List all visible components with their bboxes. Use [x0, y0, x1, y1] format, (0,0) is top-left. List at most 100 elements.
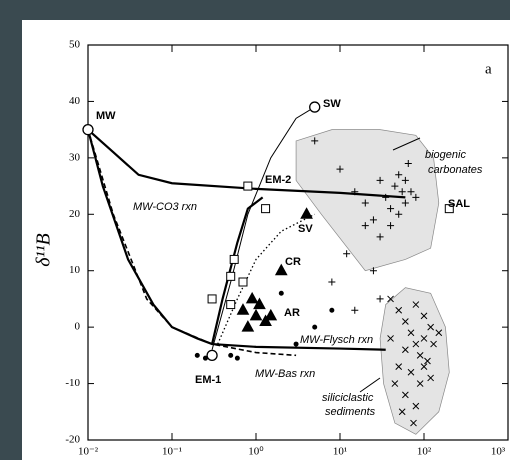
annotation: EM-1 [195, 374, 221, 386]
marker [410, 419, 417, 427]
marker [387, 205, 395, 213]
marker [236, 303, 250, 315]
y-tick-label: 0 [75, 321, 81, 333]
marker [361, 199, 369, 207]
marker [404, 160, 412, 167]
marker [395, 171, 403, 179]
marker [328, 278, 336, 286]
marker [82, 123, 94, 136]
marker [241, 320, 255, 332]
marker [343, 250, 351, 258]
marker [420, 363, 428, 370]
marker [412, 301, 420, 308]
marker [329, 307, 335, 313]
y-tick-label: 40 [69, 95, 81, 107]
marker [395, 306, 403, 314]
x-tick-label: 10⁻² [78, 446, 99, 458]
y-axis-label: δ¹¹B [33, 233, 55, 267]
marker [412, 340, 420, 348]
marker [245, 291, 259, 304]
mixing-line [211, 106, 315, 350]
marker [412, 402, 420, 410]
marker [194, 352, 200, 358]
marker [206, 349, 218, 362]
marker [391, 380, 399, 387]
marker [402, 318, 409, 325]
marker [228, 352, 234, 358]
region-label: siliciclastic [322, 392, 374, 404]
mixing-line [211, 196, 264, 345]
leader [392, 137, 421, 151]
marker [226, 300, 236, 310]
marker [351, 188, 359, 196]
marker [435, 329, 443, 337]
marker [336, 165, 344, 173]
marker [376, 233, 384, 241]
marker [369, 216, 377, 224]
annotation: CR [285, 256, 301, 268]
marker [420, 335, 428, 342]
leader [359, 377, 381, 393]
x-tick-label: 10³ [491, 446, 506, 458]
marker [309, 101, 321, 113]
annotation: MW-CO3 rxn [133, 201, 197, 213]
y-tick-label: -20 [65, 434, 80, 446]
marker [369, 267, 377, 275]
annotation: SW [323, 98, 341, 110]
marker [351, 306, 359, 314]
marker [376, 176, 384, 184]
region-label: sediments [325, 406, 376, 418]
marker [387, 335, 394, 342]
marker [407, 188, 415, 196]
marker [234, 355, 240, 361]
marker [261, 204, 271, 214]
marker [202, 355, 208, 361]
marker [249, 308, 263, 321]
annotation: MW [96, 110, 116, 122]
marker [398, 188, 406, 196]
x-tick-label: 10⁻¹ [162, 446, 182, 458]
marker [243, 181, 253, 191]
mixing-line [217, 213, 316, 345]
marker [407, 329, 415, 337]
marker [229, 254, 239, 264]
marker [376, 295, 384, 303]
marker [264, 308, 278, 321]
y-tick-label: 50 [69, 39, 81, 51]
region [295, 129, 440, 272]
marker [278, 290, 284, 296]
region-label: carbonates [428, 164, 483, 176]
marker [300, 207, 313, 219]
marker [391, 182, 399, 190]
panel-label: a [485, 61, 492, 77]
marker [259, 314, 272, 326]
marker [293, 341, 299, 347]
plot-frame [87, 44, 509, 441]
annotation: SV [298, 223, 313, 235]
mixing-line [86, 129, 386, 351]
marker [382, 193, 390, 201]
region-label: biogenic [425, 149, 466, 161]
mixing-line [87, 128, 406, 199]
x-tick-label: 10¹ [333, 446, 347, 458]
marker [416, 380, 424, 387]
marker [420, 312, 428, 320]
marker [361, 222, 369, 230]
x-tick-label: 10⁰ [248, 446, 264, 458]
marker [312, 324, 318, 330]
marker [402, 391, 409, 399]
annotation: MW-Flysch rxn [300, 334, 373, 346]
marker [387, 295, 394, 303]
y-tick-label: -10 [65, 377, 80, 389]
marker [427, 374, 435, 382]
marker [424, 357, 431, 365]
marker [395, 210, 403, 218]
marker [407, 368, 415, 376]
marker [274, 263, 288, 276]
marker [238, 277, 248, 287]
marker [387, 222, 395, 230]
annotation: SAL [448, 198, 470, 210]
y-tick-label: 20 [69, 208, 81, 220]
mixing-line [87, 129, 297, 357]
